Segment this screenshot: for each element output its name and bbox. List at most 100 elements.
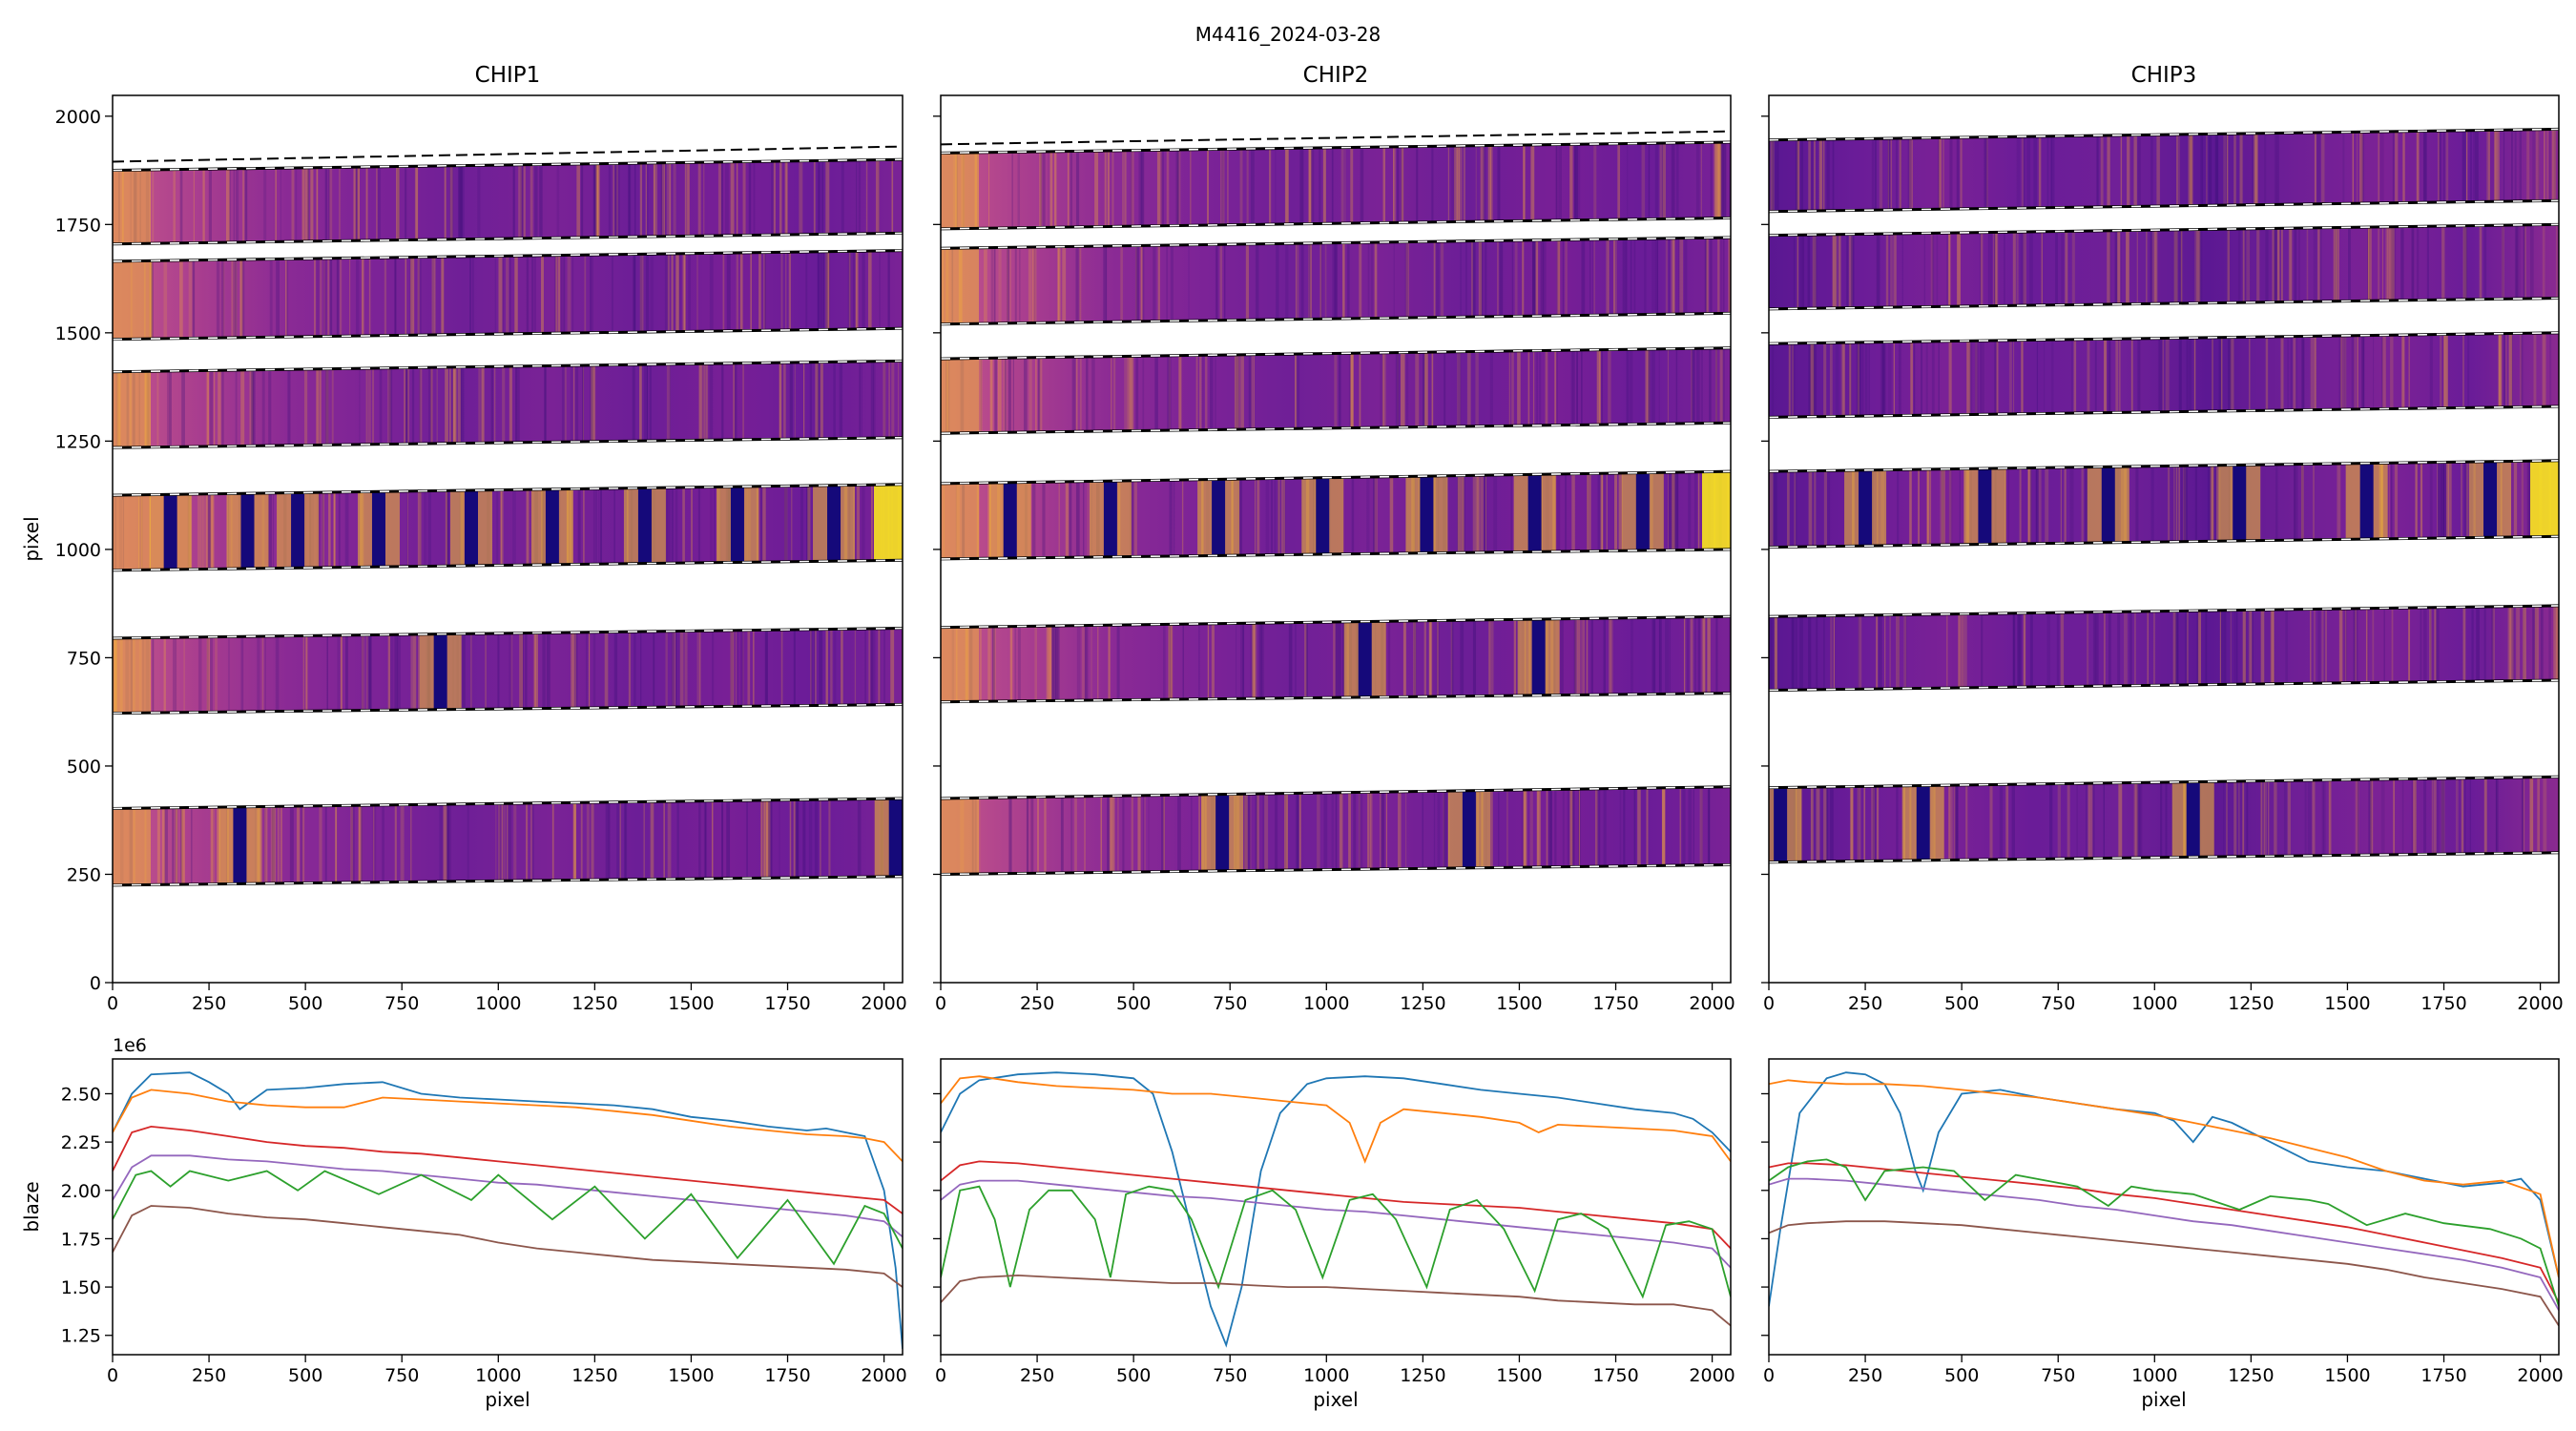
order-texture — [263, 159, 267, 244]
order-texture — [1614, 471, 1618, 559]
order-texture — [1104, 142, 1107, 229]
order-texture — [339, 159, 341, 244]
order-texture — [624, 798, 628, 885]
order-texture — [765, 798, 768, 885]
order-texture — [1258, 616, 1263, 702]
order-texture — [820, 361, 823, 448]
order-texture — [650, 798, 654, 885]
x-tick-label: 0 — [107, 993, 118, 1014]
order-texture — [1019, 237, 1021, 324]
order-texture — [1771, 605, 1774, 691]
order-texture — [2328, 777, 2331, 862]
order-texture — [1823, 605, 1825, 691]
order-texture — [1453, 142, 1458, 229]
order-texture — [1947, 224, 1951, 309]
order-texture — [506, 798, 509, 885]
order-texture — [1654, 237, 1658, 324]
order-texture — [410, 250, 415, 340]
blaze-axes-frame — [1768, 1058, 2560, 1356]
order-texture — [324, 798, 327, 885]
order-texture — [526, 484, 529, 570]
order-texture — [2389, 224, 2391, 309]
order-texture — [2200, 129, 2204, 212]
order-texture — [1457, 471, 1462, 559]
order-boundary — [1768, 604, 2560, 618]
order-texture — [1641, 142, 1646, 229]
order-texture — [742, 361, 744, 448]
order-texture — [1111, 142, 1114, 229]
order-texture — [152, 159, 155, 244]
order-texture — [1569, 786, 1572, 875]
order-texture — [588, 628, 591, 714]
order-texture — [205, 361, 209, 448]
order-texture — [1574, 616, 1577, 702]
order-texture — [1549, 786, 1552, 875]
order-texture — [2462, 224, 2467, 309]
order-texture — [2230, 332, 2234, 418]
order-texture — [1248, 347, 1252, 434]
order-texture — [1065, 471, 1070, 559]
order-texture — [780, 628, 783, 714]
order-texture — [2505, 332, 2507, 418]
order-texture — [2312, 777, 2316, 862]
order-texture — [2165, 777, 2168, 862]
order-texture — [1812, 332, 1816, 418]
order-texture — [1395, 347, 1398, 434]
order-texture — [213, 361, 216, 448]
order-texture — [1772, 129, 1774, 212]
order-texture — [2358, 129, 2363, 212]
order-texture — [1576, 347, 1578, 434]
order-texture — [291, 159, 295, 244]
order-texture — [1298, 786, 1301, 875]
order-texture — [2216, 460, 2218, 548]
order-texture — [384, 250, 387, 340]
order-texture — [1053, 616, 1057, 702]
order-texture — [721, 798, 724, 885]
order-texture — [586, 798, 590, 885]
order-texture — [890, 628, 895, 714]
order-texture — [862, 484, 865, 570]
order-texture — [999, 347, 1002, 434]
order-texture — [891, 361, 895, 448]
order-texture — [1659, 142, 1663, 229]
order-texture — [344, 628, 348, 714]
order-texture — [2420, 605, 2422, 691]
order-texture — [2263, 777, 2266, 862]
order-texture — [2462, 332, 2464, 418]
order-texture — [1792, 332, 1794, 418]
order-texture — [1808, 460, 1813, 548]
order-texture — [2393, 777, 2396, 862]
order-texture — [2443, 460, 2447, 548]
absorption-line — [1316, 471, 1330, 559]
order-texture — [1224, 237, 1226, 324]
order-texture — [666, 159, 671, 244]
order-texture — [702, 361, 705, 448]
order-texture — [394, 250, 397, 340]
order-texture — [1397, 142, 1400, 229]
order-texture — [303, 361, 308, 448]
order-texture — [828, 250, 831, 340]
order-texture — [1679, 237, 1684, 324]
order-texture — [1994, 224, 1999, 309]
x-tick-label: 500 — [1116, 993, 1151, 1014]
order-texture — [2151, 224, 2156, 309]
order-texture — [807, 484, 811, 570]
order-texture — [2296, 460, 2298, 548]
order-texture — [335, 798, 338, 885]
order-texture — [1137, 786, 1141, 875]
order-texture — [1949, 460, 1953, 548]
order-texture — [1437, 616, 1439, 702]
order-texture — [2252, 129, 2254, 212]
order-texture — [1060, 786, 1064, 875]
order-texture — [839, 361, 843, 448]
order-texture — [172, 798, 175, 885]
order-texture — [495, 798, 497, 885]
order-texture — [2441, 777, 2445, 862]
order-texture — [1340, 142, 1344, 229]
order-texture — [2520, 332, 2522, 418]
order-texture — [1859, 332, 1862, 418]
order-texture — [161, 798, 165, 885]
order-texture — [2439, 129, 2441, 212]
order-texture — [1215, 237, 1218, 324]
order-texture — [1719, 347, 1723, 434]
